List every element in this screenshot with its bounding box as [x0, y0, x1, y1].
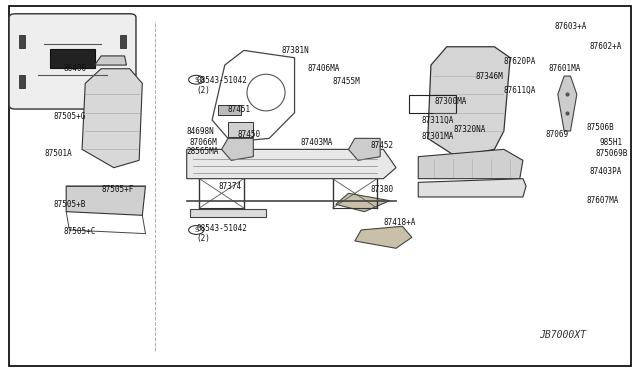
Text: 87418+A: 87418+A	[383, 218, 416, 227]
Polygon shape	[82, 69, 142, 168]
Text: 87450: 87450	[237, 130, 260, 139]
Text: 87346M: 87346M	[476, 71, 503, 81]
Text: 87506B: 87506B	[586, 123, 614, 132]
Text: 28565MA: 28565MA	[187, 147, 219, 156]
Text: 87069: 87069	[545, 130, 568, 139]
Text: 87451: 87451	[228, 105, 251, 113]
Text: 87601MA: 87601MA	[548, 64, 580, 73]
Text: 87620PA: 87620PA	[504, 57, 536, 66]
Bar	[19, 75, 25, 88]
Bar	[50, 49, 95, 68]
Text: 87403PA: 87403PA	[589, 167, 622, 176]
Text: 08543-51042
(2): 08543-51042 (2)	[196, 224, 247, 243]
Bar	[120, 75, 127, 88]
Text: 875069B: 875069B	[596, 148, 628, 157]
Text: 87320NA: 87320NA	[453, 125, 486, 134]
Text: 87505+G: 87505+G	[54, 112, 86, 121]
Bar	[228, 122, 253, 137]
Text: 87374: 87374	[218, 182, 241, 190]
Text: 87380: 87380	[371, 185, 394, 194]
Polygon shape	[221, 138, 253, 160]
Polygon shape	[558, 76, 577, 131]
Text: 87403MA: 87403MA	[301, 138, 333, 147]
Polygon shape	[66, 186, 145, 215]
Bar	[218, 105, 241, 115]
Text: JB7000XT: JB7000XT	[540, 330, 586, 340]
Text: 87066M: 87066M	[190, 138, 218, 147]
Text: 87455M: 87455M	[333, 77, 360, 86]
Polygon shape	[419, 149, 523, 179]
Text: 985H1: 985H1	[599, 138, 622, 147]
Text: 87311QA: 87311QA	[421, 116, 454, 125]
Bar	[19, 35, 25, 48]
Polygon shape	[419, 179, 526, 197]
Text: S: S	[194, 227, 198, 233]
Text: 87602+A: 87602+A	[589, 42, 622, 51]
Bar	[190, 209, 266, 217]
Text: S: S	[194, 77, 198, 83]
Text: 87300MA: 87300MA	[434, 97, 467, 106]
Text: 87607MA: 87607MA	[586, 196, 619, 205]
Polygon shape	[95, 56, 127, 65]
Text: 08543-51042
(2): 08543-51042 (2)	[196, 76, 247, 95]
Bar	[120, 35, 127, 48]
Text: 87505+F: 87505+F	[101, 185, 134, 194]
Text: 87301MA: 87301MA	[421, 132, 454, 141]
Text: 87406MA: 87406MA	[307, 64, 340, 73]
Text: 87452: 87452	[371, 141, 394, 150]
Text: 87603+A: 87603+A	[555, 22, 587, 31]
Text: 87501A: 87501A	[44, 148, 72, 157]
Text: 87505+C: 87505+C	[63, 227, 95, 236]
Polygon shape	[348, 138, 380, 160]
Text: 84698N: 84698N	[187, 126, 214, 135]
Polygon shape	[428, 47, 510, 157]
Text: 87611QA: 87611QA	[504, 86, 536, 95]
Text: 86400: 86400	[63, 64, 86, 73]
Text: 87381N: 87381N	[282, 46, 310, 55]
FancyBboxPatch shape	[9, 14, 136, 109]
Polygon shape	[187, 149, 396, 179]
Polygon shape	[336, 193, 390, 212]
Polygon shape	[355, 226, 412, 248]
Text: 87505+B: 87505+B	[54, 200, 86, 209]
